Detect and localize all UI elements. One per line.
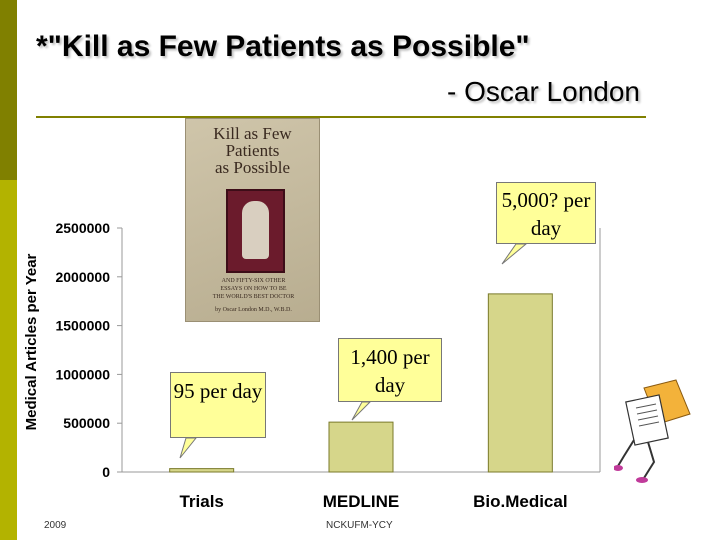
book-cover-author: by Oscar London M.D., W.B.D.: [215, 307, 292, 313]
book-cover-subtitle-line: THE WORLD'S BEST DOCTOR: [212, 294, 295, 300]
book-cover-title-line: as Possible: [214, 158, 291, 177]
y-tick-label: 2000000: [55, 269, 110, 285]
x-tick-label: MEDLINE: [323, 492, 400, 511]
callout-biomedical-tail: [501, 243, 528, 265]
book-cover-subtitle: AND FIFTY-SIX OTHER ESSAYS ON HOW TO BE …: [192, 277, 315, 301]
y-tick-label: 1500000: [55, 318, 110, 334]
accent-bar-top: [0, 0, 17, 180]
book-cover-subtitle-line: AND FIFTY-SIX OTHER: [221, 278, 286, 284]
callout-biomedical: 5,000? per day: [496, 182, 596, 244]
callout-medline: 1,400 per day: [338, 338, 442, 402]
callout-trials-tail: [179, 437, 198, 459]
bar-biomedical: [487, 293, 553, 473]
y-tick-label: 2500000: [55, 220, 110, 236]
statue-emblem: [226, 189, 285, 273]
callout-trials: 95 per day: [170, 372, 266, 438]
y-tick-label: 0: [102, 464, 110, 480]
slide-title: *"Kill as Few Patients as Possible": [36, 30, 530, 63]
bars-group: Trials MEDLINE Bio.Medical: [169, 293, 568, 511]
y-axis-label: Medical Articles per Year: [23, 253, 40, 430]
y-tick-label: 1000000: [55, 366, 110, 382]
bar-trials: [169, 468, 235, 473]
book-cover-title-line: Patients: [225, 141, 280, 160]
book-cover-title-line: Kill as Few: [213, 124, 292, 143]
book-cover-title: Kill as Few Patients as Possible: [186, 125, 319, 176]
footer-org: NCKUFM-YCY: [326, 520, 393, 531]
accent-bar-bottom: [0, 180, 17, 540]
x-tick-label: Trials: [179, 492, 223, 511]
x-tick-label: Bio.Medical: [473, 492, 567, 511]
footer-year: 2009: [44, 520, 67, 531]
title-divider: [36, 116, 646, 118]
bar-medline: [328, 421, 394, 473]
book-cover-subtitle-line: ESSAYS ON HOW TO BE: [220, 286, 287, 292]
y-tick-label: 500000: [63, 415, 110, 431]
slide-subtitle: - Oscar London: [447, 76, 640, 107]
book-cover-image: Kill as Few Patients as Possible AND FIF…: [185, 118, 320, 322]
callout-medline-tail: [351, 401, 372, 421]
reading-figure-clipart: [614, 379, 691, 483]
